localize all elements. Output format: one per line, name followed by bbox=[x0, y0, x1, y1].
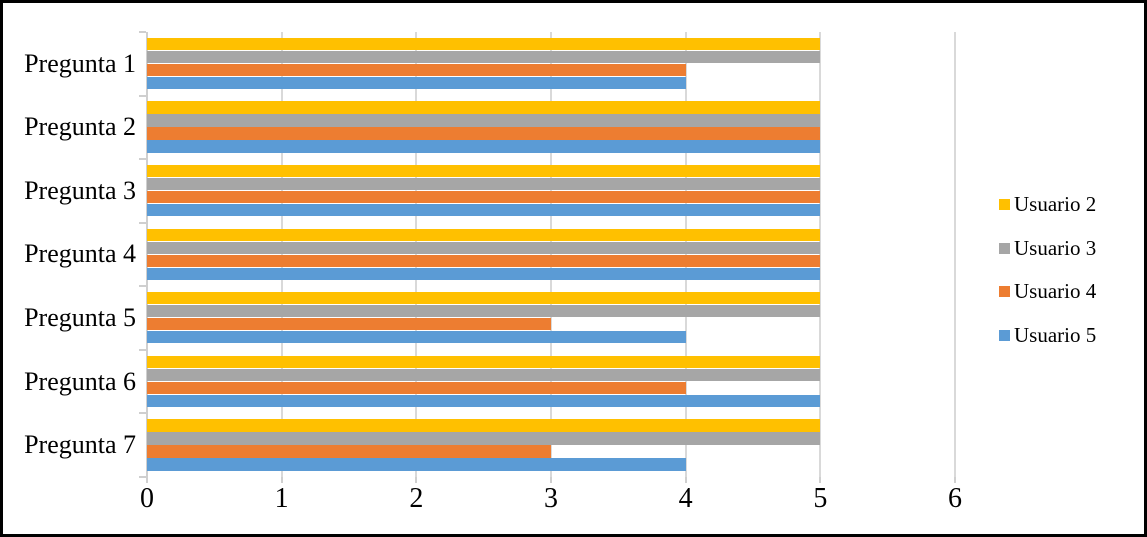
y-axis-tick bbox=[139, 94, 146, 97]
y-axis-tick bbox=[139, 31, 146, 33]
y-axis-tick bbox=[139, 158, 146, 161]
bar-usuario-4-pregunta-4 bbox=[147, 254, 821, 267]
gridline-x-6 bbox=[954, 32, 956, 477]
bar-usuario-4-pregunta-1 bbox=[147, 63, 686, 77]
bar-usuario-2-pregunta-3 bbox=[147, 164, 821, 178]
y-axis-tick bbox=[139, 285, 146, 288]
x-axis-tick-label-6: 6 bbox=[948, 483, 962, 514]
bar-usuario-5-pregunta-3 bbox=[147, 203, 821, 217]
bar-usuario-3-pregunta-5 bbox=[147, 305, 821, 318]
legend-item-usuario-5: Usuario 5 bbox=[999, 323, 1096, 347]
legend-swatch-icon bbox=[999, 329, 1010, 341]
category-label-4: Pregunta 4 bbox=[24, 239, 136, 269]
legend-item-usuario-3: Usuario 3 bbox=[999, 236, 1096, 260]
category-label-5: Pregunta 5 bbox=[24, 303, 136, 333]
y-axis-tick bbox=[139, 412, 146, 415]
category-label-7: Pregunta 7 bbox=[24, 430, 136, 460]
legend-label: Usuario 5 bbox=[1014, 322, 1097, 347]
bar-usuario-3-pregunta-6 bbox=[147, 368, 821, 382]
bar-usuario-4-pregunta-2 bbox=[147, 127, 821, 140]
bar-usuario-5-pregunta-6 bbox=[147, 394, 821, 408]
bar-usuario-4-pregunta-7 bbox=[147, 445, 551, 458]
x-axis-tick-2 bbox=[415, 477, 418, 483]
bar-usuario-5-pregunta-1 bbox=[147, 76, 686, 90]
x-axis-tick-label-5: 5 bbox=[813, 483, 828, 514]
bar-usuario-5-pregunta-2 bbox=[147, 140, 821, 153]
category-label-1: Pregunta 1 bbox=[24, 48, 136, 78]
legend-swatch-icon bbox=[999, 286, 1010, 297]
x-axis-tick-6 bbox=[954, 477, 956, 483]
bar-usuario-4-pregunta-5 bbox=[147, 318, 551, 331]
bar-usuario-2-pregunta-6 bbox=[147, 355, 821, 369]
bar-usuario-3-pregunta-4 bbox=[147, 241, 821, 254]
x-axis-tick-label-2: 2 bbox=[409, 483, 424, 514]
category-label-2: Pregunta 2 bbox=[24, 112, 136, 142]
gridline-x-5 bbox=[819, 32, 822, 477]
y-axis-tick bbox=[139, 476, 146, 478]
bar-usuario-2-pregunta-4 bbox=[147, 228, 821, 241]
y-axis-tick bbox=[139, 221, 146, 224]
legend-label: Usuario 2 bbox=[1014, 192, 1097, 216]
bar-usuario-5-pregunta-4 bbox=[147, 267, 821, 280]
bar-usuario-3-pregunta-1 bbox=[147, 50, 821, 64]
legend-swatch-icon bbox=[999, 242, 1010, 254]
x-axis-tick-4 bbox=[684, 477, 687, 483]
y-axis-tick bbox=[139, 348, 146, 351]
bar-usuario-3-pregunta-2 bbox=[147, 114, 821, 127]
bar-usuario-4-pregunta-3 bbox=[147, 190, 821, 204]
x-axis-tick-5 bbox=[819, 477, 822, 483]
bar-usuario-3-pregunta-7 bbox=[147, 432, 821, 445]
bar-usuario-5-pregunta-5 bbox=[147, 331, 686, 344]
x-axis-tick-1 bbox=[280, 477, 283, 483]
x-axis-tick-label-1: 1 bbox=[274, 483, 289, 514]
plot-area: 0 1 2 3 4 5 6 Pregunta 1 Pregunta 2 Pregunta 3 Pre… bbox=[3, 3, 1144, 534]
x-axis-tick-label-4: 4 bbox=[678, 483, 693, 514]
x-axis-tick-3 bbox=[550, 477, 552, 483]
category-label-3: Pregunta 3 bbox=[24, 175, 136, 205]
x-axis-tick-label-3: 3 bbox=[544, 483, 558, 514]
legend-swatch-icon bbox=[999, 199, 1010, 210]
bar-usuario-4-pregunta-6 bbox=[147, 381, 686, 395]
bar-usuario-2-pregunta-1 bbox=[147, 37, 821, 51]
bar-usuario-2-pregunta-7 bbox=[147, 419, 821, 432]
bar-usuario-5-pregunta-7 bbox=[147, 458, 686, 471]
category-label-6: Pregunta 6 bbox=[24, 366, 136, 396]
x-axis-tick-label-0: 0 bbox=[140, 483, 154, 514]
legend-label: Usuario 4 bbox=[1014, 279, 1097, 303]
bar-usuario-3-pregunta-3 bbox=[147, 177, 821, 191]
legend-item-usuario-4: Usuario 4 bbox=[999, 280, 1096, 304]
bar-usuario-2-pregunta-5 bbox=[147, 292, 821, 305]
legend-item-usuario-2: Usuario 2 bbox=[999, 193, 1096, 217]
legend-label: Usuario 3 bbox=[1014, 235, 1097, 260]
bar-usuario-2-pregunta-2 bbox=[147, 101, 821, 114]
